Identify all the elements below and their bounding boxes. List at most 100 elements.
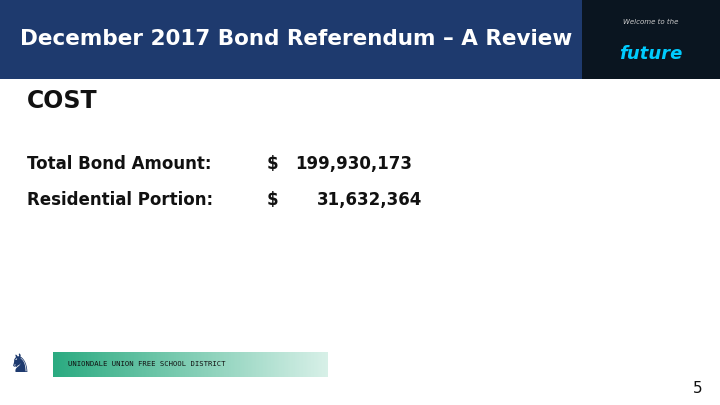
Bar: [299, 352, 300, 377]
Bar: [60, 352, 62, 377]
Bar: [127, 352, 128, 377]
Bar: [241, 352, 243, 377]
Bar: [113, 352, 114, 377]
Bar: [138, 352, 139, 377]
Bar: [182, 352, 183, 377]
Bar: [220, 352, 222, 377]
Bar: [253, 352, 255, 377]
Bar: [87, 352, 89, 377]
Bar: [258, 352, 259, 377]
Bar: [310, 352, 311, 377]
Bar: [125, 352, 127, 377]
Bar: [187, 352, 189, 377]
Bar: [307, 352, 308, 377]
Bar: [181, 352, 182, 377]
Bar: [248, 352, 249, 377]
Bar: [163, 352, 164, 377]
Bar: [204, 352, 205, 377]
Bar: [231, 352, 233, 377]
Text: future: future: [619, 45, 683, 63]
Bar: [240, 352, 241, 377]
Bar: [199, 352, 201, 377]
Bar: [260, 352, 261, 377]
Bar: [270, 352, 271, 377]
Bar: [582, 0, 720, 79]
Bar: [189, 352, 190, 377]
Bar: [184, 352, 186, 377]
Bar: [178, 352, 179, 377]
Bar: [196, 352, 197, 377]
Bar: [312, 352, 314, 377]
Bar: [279, 352, 281, 377]
Bar: [303, 352, 305, 377]
Bar: [66, 352, 68, 377]
Bar: [207, 352, 208, 377]
Bar: [255, 352, 256, 377]
Bar: [154, 352, 156, 377]
Bar: [105, 352, 106, 377]
Bar: [168, 352, 169, 377]
Bar: [83, 352, 84, 377]
Bar: [167, 352, 168, 377]
Bar: [169, 352, 171, 377]
Bar: [142, 352, 143, 377]
Bar: [131, 352, 132, 377]
Bar: [130, 352, 131, 377]
Bar: [226, 352, 228, 377]
Bar: [109, 352, 110, 377]
Bar: [107, 352, 109, 377]
Bar: [140, 352, 142, 377]
Bar: [114, 352, 116, 377]
Bar: [110, 352, 112, 377]
Bar: [273, 352, 274, 377]
Bar: [117, 352, 119, 377]
Bar: [128, 352, 130, 377]
Bar: [99, 352, 101, 377]
Bar: [264, 352, 266, 377]
Bar: [63, 352, 65, 377]
Bar: [208, 352, 210, 377]
Bar: [86, 352, 87, 377]
Bar: [94, 352, 95, 377]
Bar: [164, 352, 166, 377]
Bar: [75, 352, 76, 377]
Bar: [176, 352, 178, 377]
Bar: [216, 352, 217, 377]
Bar: [256, 352, 258, 377]
Bar: [300, 352, 302, 377]
Text: Residential Portion:: Residential Portion:: [27, 192, 214, 209]
Text: December 2017 Bond Referendum – A Review: December 2017 Bond Referendum – A Review: [20, 30, 572, 49]
Bar: [72, 352, 73, 377]
Bar: [308, 352, 310, 377]
Bar: [274, 352, 275, 377]
Text: Welcome to the: Welcome to the: [624, 19, 678, 25]
Bar: [104, 352, 105, 377]
Text: $: $: [266, 155, 278, 173]
Bar: [193, 352, 194, 377]
Bar: [198, 352, 199, 377]
Bar: [84, 352, 86, 377]
Bar: [102, 352, 104, 377]
Bar: [120, 352, 121, 377]
Bar: [158, 352, 160, 377]
Bar: [217, 352, 219, 377]
Bar: [213, 352, 215, 377]
Bar: [287, 352, 288, 377]
Bar: [106, 352, 107, 377]
Bar: [121, 352, 122, 377]
Bar: [156, 352, 157, 377]
Bar: [233, 352, 234, 377]
Bar: [261, 352, 263, 377]
Bar: [161, 352, 163, 377]
Bar: [252, 352, 253, 377]
Bar: [211, 352, 212, 377]
Bar: [112, 352, 113, 377]
Bar: [237, 352, 238, 377]
Bar: [171, 352, 172, 377]
Text: 5: 5: [693, 381, 702, 396]
Bar: [96, 352, 98, 377]
Bar: [62, 352, 63, 377]
Bar: [202, 352, 204, 377]
Bar: [238, 352, 240, 377]
Bar: [73, 352, 75, 377]
